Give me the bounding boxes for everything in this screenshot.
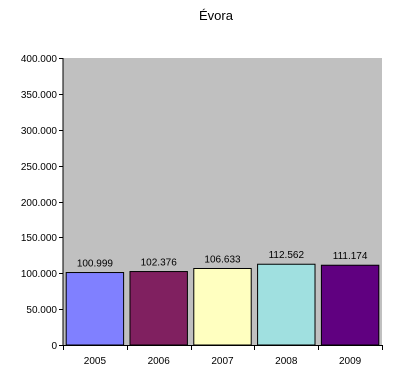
y-axis: 0 50.000 100.000 150.000 200.000 250.000 300.0… bbox=[21, 54, 64, 352]
y-tick-label: 50.000 bbox=[26, 305, 57, 316]
x-tick-label-2008: 2008 bbox=[275, 356, 298, 367]
y-tick-label: 150.000 bbox=[21, 233, 58, 244]
bar-2009 bbox=[320, 264, 380, 346]
chart-title: Évora bbox=[199, 8, 234, 23]
bar-2008 bbox=[257, 263, 316, 346]
y-tick-label: 350.000 bbox=[21, 90, 58, 101]
y-tick-label: 0 bbox=[51, 341, 57, 352]
y-tick-label: 400.000 bbox=[21, 54, 58, 65]
bar-2006 bbox=[129, 271, 188, 346]
y-tick-label: 250.000 bbox=[21, 162, 58, 173]
data-label-2006: 102.376 bbox=[141, 258, 178, 269]
x-tick-label-2005: 2005 bbox=[84, 356, 107, 367]
x-tick-label-2009: 2009 bbox=[339, 356, 362, 367]
bars: 100.999 102.376 106.633 112.562 111.174 bbox=[65, 250, 380, 346]
data-label-2005: 100.999 bbox=[77, 259, 114, 270]
x-axis: 2005 2006 2007 2008 2009 bbox=[63, 345, 383, 367]
y-tick-label: 100.000 bbox=[21, 269, 58, 280]
data-label-2009: 111.174 bbox=[333, 251, 368, 262]
y-tick-label: 300.000 bbox=[21, 126, 58, 137]
y-tick-label: 200.000 bbox=[21, 198, 58, 209]
bar-2007 bbox=[193, 267, 252, 346]
x-tick-label-2007: 2007 bbox=[211, 356, 234, 367]
data-label-2008: 112.562 bbox=[269, 250, 305, 261]
bar-2005 bbox=[65, 272, 125, 346]
x-tick-label-2006: 2006 bbox=[148, 356, 171, 367]
data-label-2007: 106.633 bbox=[204, 254, 241, 265]
